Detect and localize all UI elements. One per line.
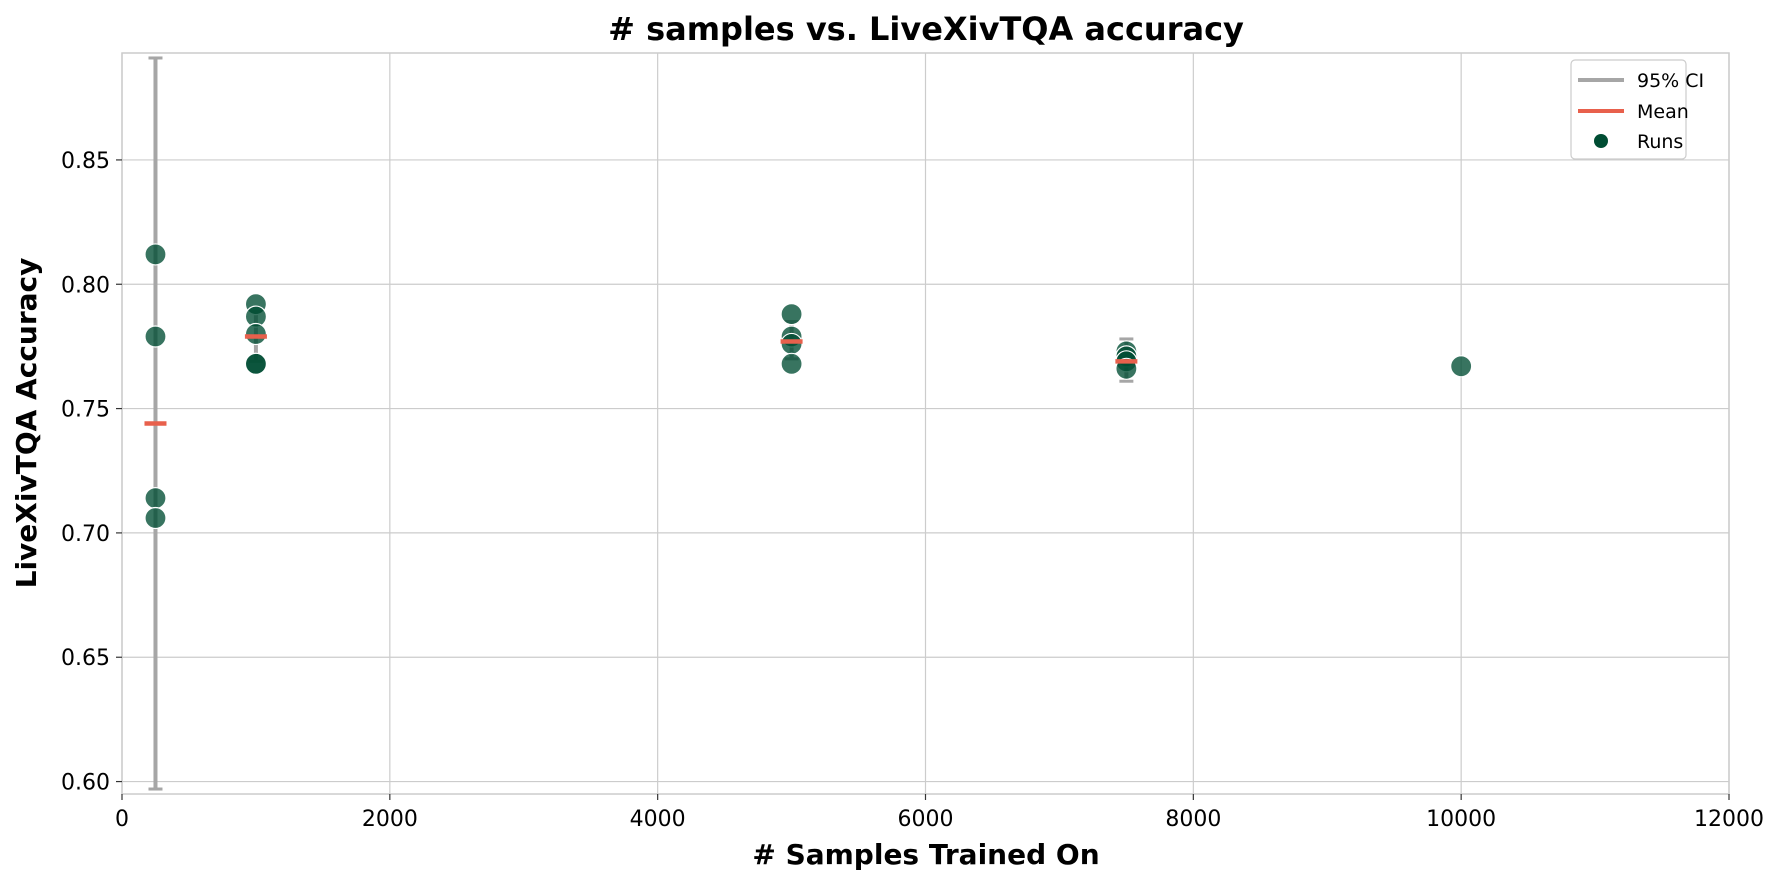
run-point [780, 332, 803, 356]
y-tick-label: 0.70 [61, 522, 110, 547]
y-tick-label: 0.80 [61, 273, 110, 298]
y-tick-label: 0.65 [61, 646, 110, 671]
legend-runs-marker [1594, 134, 1608, 148]
x-tick-label: 6000 [898, 807, 954, 832]
run-point [780, 302, 803, 326]
axis-ticks: 0 2000 4000 6000 8000 10000 12000 0.60 0.65 0.70 0… [61, 149, 1764, 832]
x-tick-label: 8000 [1165, 807, 1221, 832]
run-point [144, 325, 167, 348]
legend-runs-label: Runs [1637, 131, 1683, 153]
x-axis-label: # Samples Trained On [752, 838, 1099, 871]
y-tick-label: 0.60 [61, 771, 110, 796]
y-tick-label: 0.75 [61, 398, 110, 423]
y-axis-label: LiveXivTQA Accuracy [10, 258, 43, 589]
run-point [144, 486, 167, 510]
chart-title: # samples vs. LiveXivTQA accuracy [608, 10, 1244, 48]
x-tick-label: 12000 [1694, 807, 1764, 832]
legend-ci-label: 95% CI [1637, 70, 1704, 92]
run-point [144, 506, 167, 530]
run-point [144, 243, 167, 266]
x-tick-label: 4000 [630, 807, 686, 832]
grid [121, 53, 1730, 794]
x-tick-label: 2000 [362, 807, 418, 832]
data-marks [144, 56, 1473, 791]
run-point [780, 352, 803, 375]
legend: 95% CI Mean Runs [1570, 59, 1704, 160]
run-point [244, 322, 268, 346]
x-tick-label: 10000 [1426, 807, 1496, 832]
y-tick-label: 0.85 [61, 149, 110, 174]
x-tick-label: 0 [115, 807, 129, 832]
run-point [1450, 355, 1473, 378]
legend-mean-label: Mean [1637, 101, 1689, 123]
run-point [244, 352, 268, 375]
